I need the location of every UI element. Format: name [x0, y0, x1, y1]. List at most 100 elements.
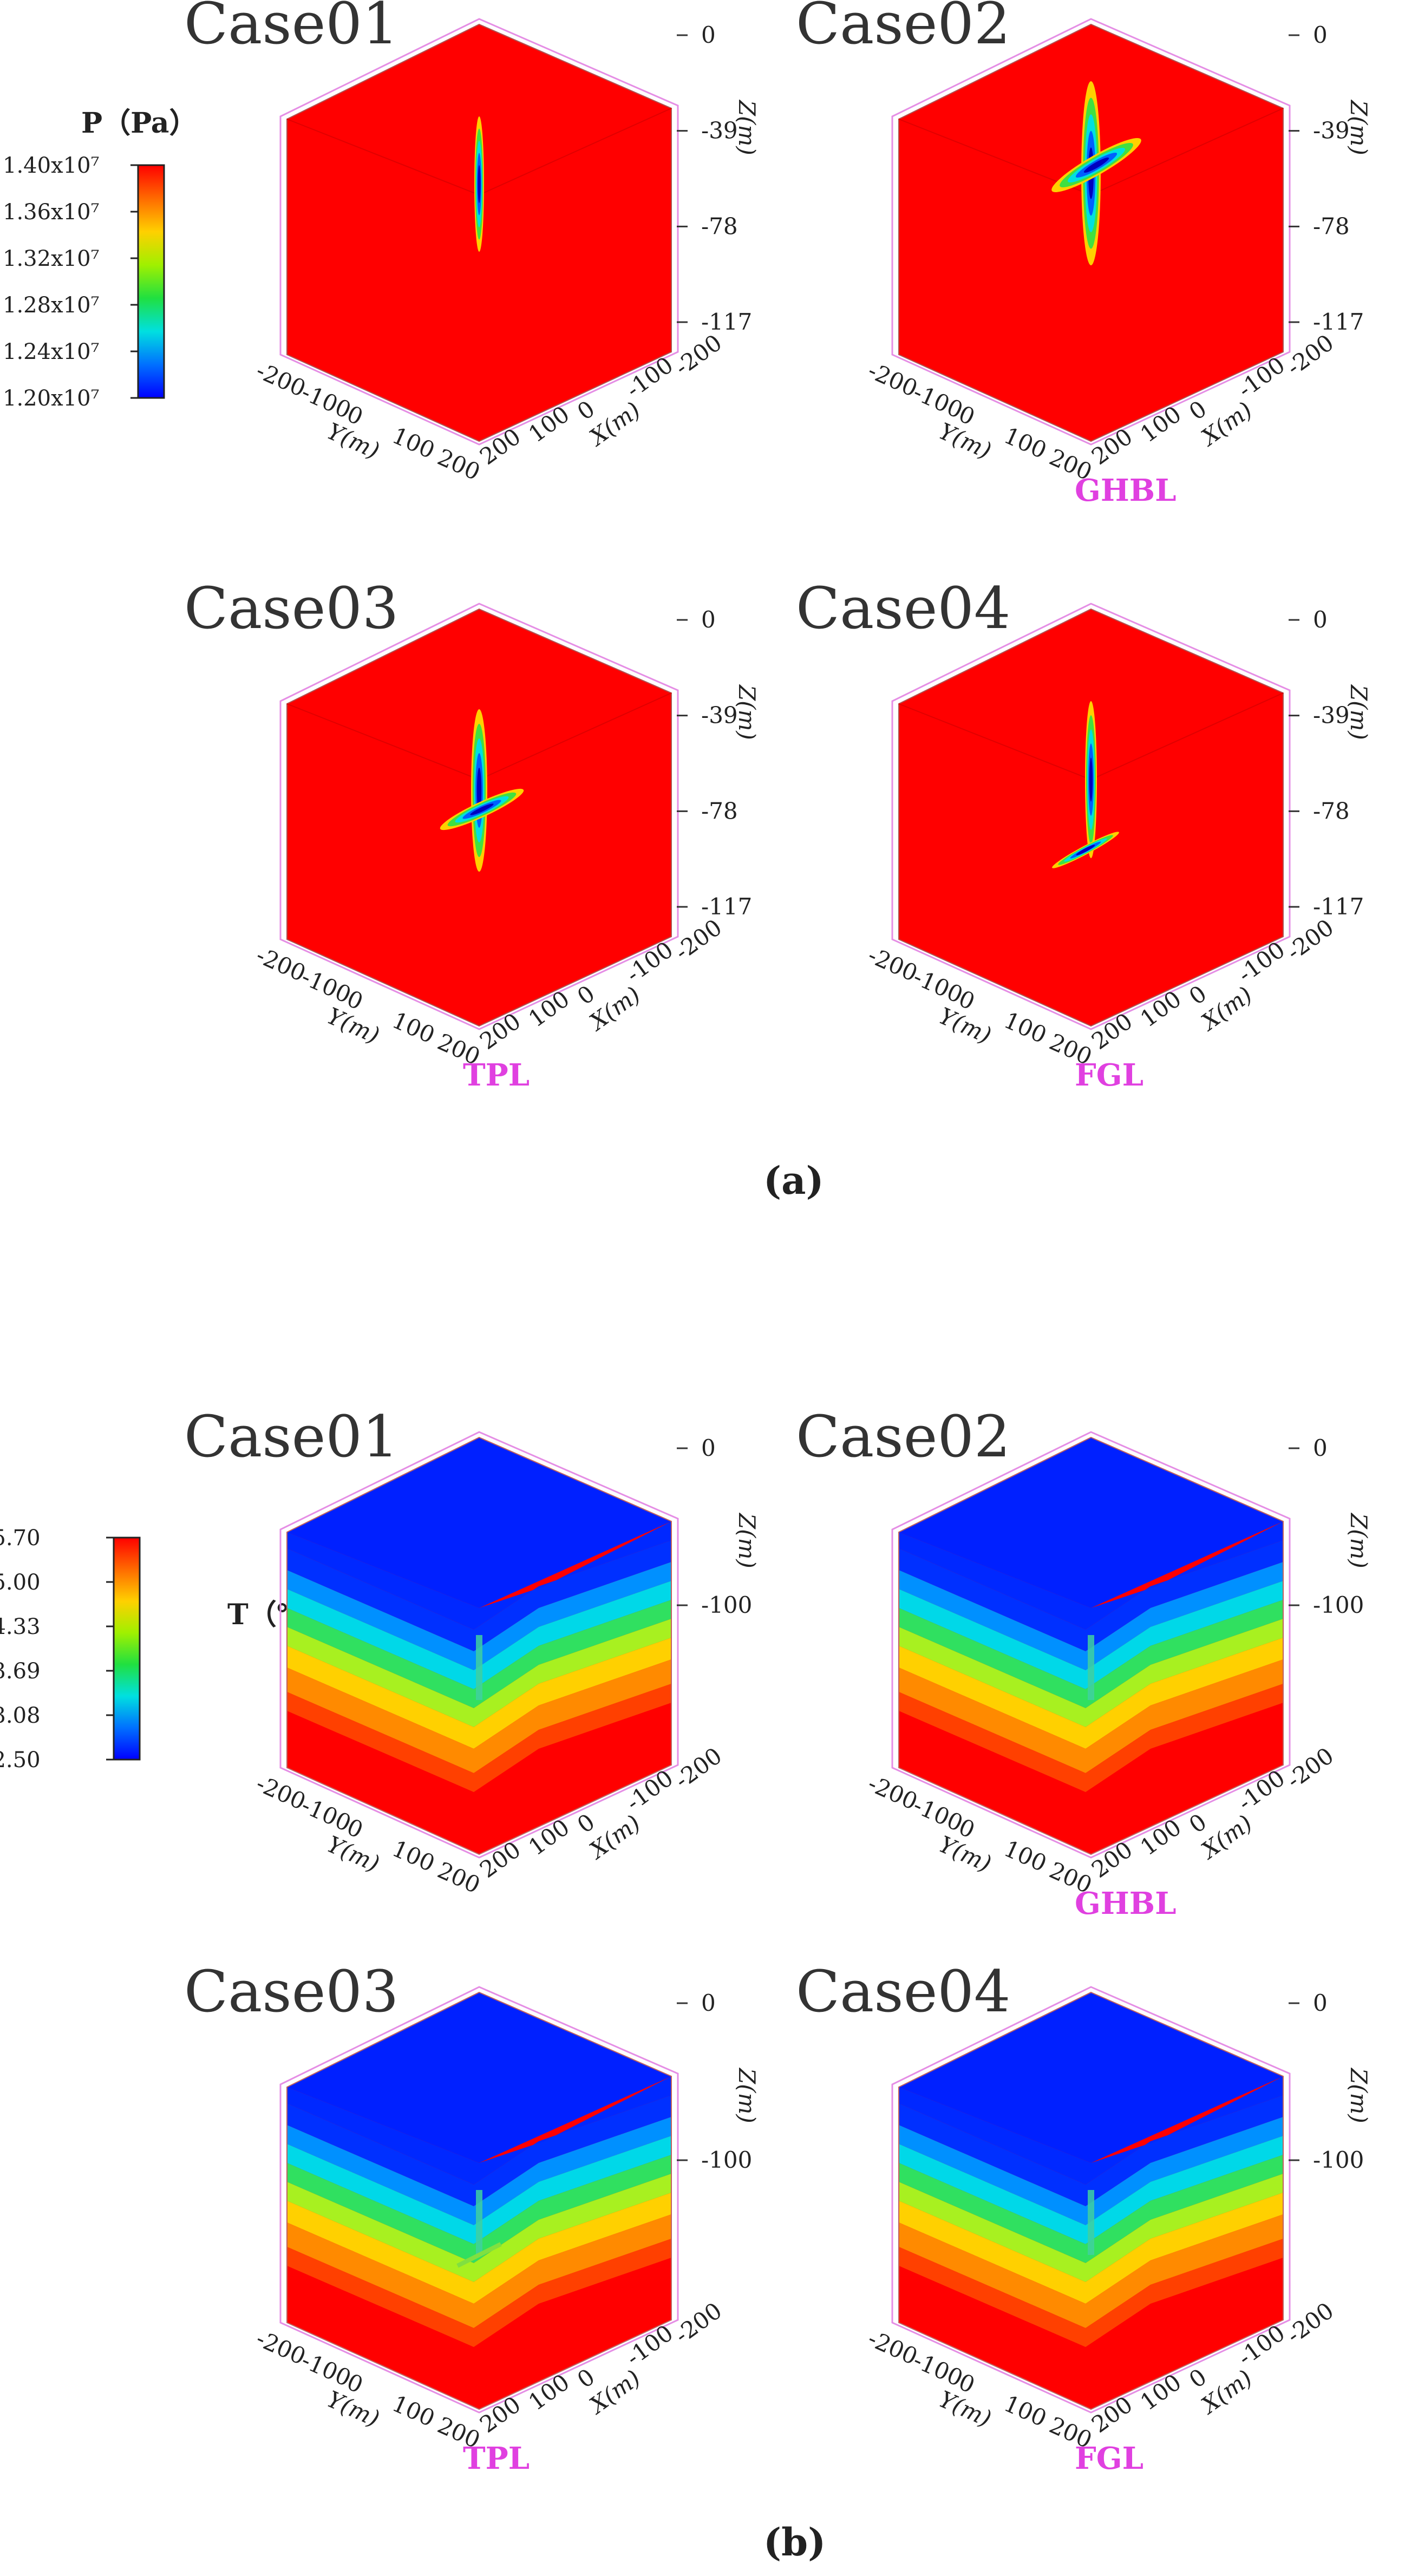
colorbar-tick-label: 14.33 — [0, 1614, 41, 1639]
z-tick-label: -78 — [1313, 797, 1350, 824]
z-tick-label: 0 — [701, 22, 716, 48]
temperature-band — [899, 2193, 1283, 2304]
temperature-band — [287, 2214, 671, 2328]
temperature-top-face — [287, 1992, 671, 2163]
panel-b: T（℃）15.7015.0014.3313.6913.0812.50Case01… — [0, 1403, 1372, 2565]
case-title: Case03 — [184, 1958, 398, 2025]
case-title: Case04 — [796, 575, 1010, 642]
temperature-fracture — [1088, 1635, 1094, 1700]
z-tick-label: 0 — [1313, 606, 1328, 633]
x-axis-label: X(m) — [584, 1809, 645, 1865]
case-title: Case01 — [184, 0, 398, 57]
block-outline — [286, 1991, 672, 2410]
temperature-band — [899, 1659, 1283, 1773]
z-tick-label: 0 — [701, 1435, 716, 1461]
temperature-band — [899, 1684, 1283, 1792]
box-frame — [891, 603, 1291, 1030]
case-tag: TPL — [463, 2441, 530, 2476]
case-title: Case02 — [796, 0, 1010, 57]
y-tick-label: 100 — [388, 1835, 439, 1877]
z-tick-label: -100 — [701, 1592, 752, 1618]
temperature-band — [899, 1540, 1283, 1651]
temperature-band — [287, 1638, 671, 1749]
temperature-band — [899, 1638, 1283, 1749]
z-tick-label: -117 — [701, 893, 752, 920]
temperature-band — [287, 2239, 671, 2347]
block-outline — [286, 1436, 672, 1855]
case-title: Case03 — [184, 575, 398, 642]
temperature-band — [287, 1540, 671, 1651]
colorbar-tick-label: 12.50 — [0, 1748, 41, 1773]
z-tick-label: 0 — [1313, 1435, 1328, 1461]
temperature-top-face — [899, 1992, 1283, 2163]
x-axis-label: X(m) — [1195, 1809, 1257, 1865]
colorbar-tick-label: 1.36x10⁷ — [3, 200, 100, 225]
panel-label-a: (a) — [763, 1158, 824, 1203]
case-tag: GHBL — [1075, 473, 1176, 508]
temperature-cold-zone — [287, 2076, 671, 2185]
y-tick-label: 100 — [388, 422, 439, 463]
block-outline — [898, 1991, 1284, 2410]
z-tick-label: 0 — [701, 606, 716, 633]
z-tick-label: -117 — [1313, 893, 1364, 920]
temperature-band — [899, 2214, 1283, 2328]
z-tick-label: -39 — [701, 702, 738, 729]
temperature-cold-zone — [899, 2076, 1283, 2185]
temperature-cold-zone — [287, 1521, 671, 1630]
temperature-band — [899, 2174, 1283, 2282]
temperature-band — [899, 2239, 1283, 2347]
box-frame — [279, 603, 679, 1030]
temperature-top-face — [899, 1437, 1283, 1608]
case-title: Case01 — [184, 1403, 398, 1470]
colorbar-tick-label: 1.24x10⁷ — [3, 339, 100, 364]
case-block-1: Case01 0-39-78-117Z(m)-200-1000100200Y(m)… — [184, 0, 760, 486]
pressure-anomaly-vertical — [1089, 757, 1093, 802]
pressure-anomaly-horizontal — [1083, 158, 1109, 173]
x-axis-label: X(m) — [584, 981, 645, 1036]
panel-a: P（Pa） 1.40x10⁷ 1.36x10⁷ 1.32x10⁷ 1.28x10⁷ 1.2… — [3, 0, 1372, 1203]
colorbar-bar — [137, 164, 165, 399]
x-axis-label: X(m) — [584, 2364, 645, 2420]
z-tick-label: -39 — [1313, 702, 1350, 729]
box-frame — [279, 1431, 679, 1859]
case-title: Case04 — [796, 1958, 1010, 2025]
temperature-fracture — [476, 2190, 482, 2255]
z-axis-label: Z(m) — [734, 99, 760, 155]
colorbar-tick-label: 13.08 — [0, 1703, 41, 1728]
z-axis-label: Z(m) — [734, 684, 760, 740]
colorbar: P（Pa） 1.40x10⁷ 1.36x10⁷ 1.32x10⁷ 1.28x10⁷ 1.2… — [3, 107, 198, 411]
y-tick-label: 100 — [1000, 2390, 1050, 2431]
y-tick-label: 100 — [388, 1006, 439, 1048]
z-tick-label: -39 — [1313, 117, 1350, 144]
z-axis-label: Z(m) — [734, 1512, 760, 1568]
case-tag: FGL — [1075, 1057, 1143, 1093]
case-tag: TPL — [463, 1057, 530, 1093]
colorbar-tick-label: 1.28x10⁷ — [3, 293, 100, 318]
z-axis-label: Z(m) — [1345, 2067, 1372, 2123]
temperature-band — [287, 1619, 671, 1727]
box-frame — [891, 18, 1291, 446]
block-outline — [898, 1436, 1284, 1855]
z-tick-label: 0 — [1313, 1990, 1328, 2016]
temperature-band — [287, 2174, 671, 2282]
pressure-anomaly — [478, 165, 481, 203]
z-axis-label: Z(m) — [1345, 684, 1372, 740]
y-tick-label: 100 — [1000, 1835, 1050, 1877]
z-tick-label: 0 — [701, 1990, 716, 2016]
case-block-2: Case02 0-39-78-117Z(m)-200-1000100200Y(m)… — [796, 0, 1372, 508]
temperature-band — [287, 2095, 671, 2206]
y-tick-label: 100 — [388, 2390, 439, 2431]
z-axis-label: Z(m) — [1345, 99, 1372, 155]
box-frame — [891, 1431, 1291, 1859]
temperature-band — [287, 2193, 671, 2304]
case-tag: FGL — [1075, 2441, 1143, 2476]
box-frame — [279, 18, 679, 446]
x-axis-label: X(m) — [1195, 981, 1257, 1036]
case-tag: GHBL — [1075, 1886, 1176, 1921]
colorbar-tick-label: 15.70 — [0, 1526, 41, 1551]
z-tick-label: -78 — [701, 213, 738, 239]
pressure-anomaly-branch — [1076, 845, 1095, 855]
